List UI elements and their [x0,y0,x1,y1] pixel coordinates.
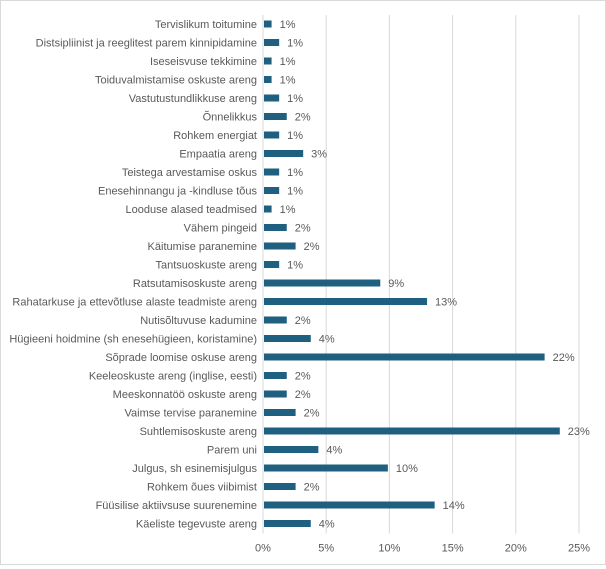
category-label: Õnnelikkus [203,111,258,124]
category-label: Teistega arvestamise oskus [122,167,258,179]
category-label: Parem uni [207,445,257,457]
bar [264,335,311,342]
data-label: 2% [295,112,311,124]
gridlines [262,15,580,534]
data-label: 14% [443,500,465,512]
category-label: Keeleoskuste areng (inglise, eesti) [89,371,257,383]
data-label: 2% [295,389,311,401]
data-label: 1% [280,19,296,31]
data-label: 13% [435,297,457,309]
category-label: Sõprade loomise oskuse areng [105,352,257,364]
x-tick-label: 25% [568,543,590,555]
category-label: Käitumise paranemine [148,241,257,253]
category-label: Tervislikum toitumine [155,19,257,31]
data-label: 1% [287,186,303,198]
bar [264,520,311,527]
data-label: 1% [280,204,296,216]
data-label: 4% [319,334,335,346]
bars [264,20,560,527]
data-label: 2% [304,482,320,494]
bar [264,39,280,46]
category-label: Distsipliinist ja reeglitest parem kinni… [36,38,257,50]
bar [264,20,272,28]
category-label: Rohkem õues viibimist [147,482,257,494]
bar [264,464,388,472]
bar [264,168,280,176]
data-label: 1% [287,38,303,50]
data-label: 2% [295,223,311,235]
bar [264,390,287,398]
bar [264,57,272,65]
data-label: 1% [287,260,303,272]
category-label: Suhtlemisoskuste areng [140,426,257,438]
category-label: Nutisõltuvuse kadumine [140,315,257,327]
data-label: 1% [280,56,296,68]
data-label: 2% [295,371,311,383]
category-labels: Tervislikum toitumine Distsipliinist ja r… [9,19,257,531]
x-tick-label: 0% [255,543,271,555]
bar [264,242,296,250]
data-label: 23% [568,426,590,438]
category-label: Käeliste tegevuste areng [136,519,257,531]
data-label: 1% [287,93,303,105]
data-label: 3% [311,149,327,161]
data-label: 2% [304,241,320,253]
category-label: Vähem pingeid [184,223,257,235]
x-tick-label: 5% [318,543,334,555]
data-label: 1% [287,167,303,179]
x-axis-tick-labels: 0% 5% 10% 15% 20% 25% [255,543,590,555]
bar [264,131,280,139]
category-label: Ratsutamisoskuste areng [133,278,257,290]
x-tick-label: 20% [505,543,527,555]
data-label: 9% [388,278,404,290]
x-tick-label: 15% [442,543,464,555]
category-label: Rahatarkuse ja ettevõtluse alaste teadmi… [12,297,257,309]
bar [264,150,304,157]
bar [264,279,381,287]
category-label: Toiduvalmistamise oskuste areng [95,75,257,87]
bar [264,316,287,324]
bar [264,261,280,268]
category-label: Meeskonnatöö oskuste areng [113,389,257,401]
category-label: Empaatia areng [179,149,257,161]
category-label: Enesehinnangu ja -kindluse tõus [98,186,258,198]
bar [264,205,272,213]
category-label: Tantsuoskuste areng [155,260,257,272]
data-label: 4% [326,445,342,457]
bar [264,501,435,509]
bar [264,409,296,416]
data-label: 2% [295,315,311,327]
category-label: Vastutustundlikkuse areng [129,93,257,105]
bar [264,224,287,231]
category-label: Vaimse tervise paranemine [125,408,257,420]
bar [264,372,287,379]
data-label: 10% [396,463,418,475]
category-label: Looduse alased teadmised [126,204,257,216]
data-label: 22% [553,352,575,364]
bar [264,187,280,194]
category-label: Julgus, sh esinemisjulgus [132,463,257,475]
bar [264,427,560,435]
data-labels: 1%1%1%1%1%2%1%3%1%1%1%2%2%1%9%13%2%4%22%… [280,19,590,531]
data-label: 2% [304,408,320,420]
category-label: Iseseisvuse tekkimine [150,56,257,68]
bar [264,446,319,453]
category-label: Füüsilise aktiivsuse suurenemine [96,500,257,512]
bar [264,353,545,361]
bar [264,76,272,83]
category-label: Hügieeni hoidmine (sh enesehügieen, kori… [9,334,257,346]
bar [264,483,296,490]
x-tick-label: 10% [378,543,400,555]
data-label: 1% [280,75,296,87]
bar [264,94,280,102]
data-label: 4% [319,519,335,531]
data-label: 1% [287,130,303,142]
bar [264,113,287,120]
category-label: Rohkem energiat [173,130,257,142]
bar [264,298,428,305]
